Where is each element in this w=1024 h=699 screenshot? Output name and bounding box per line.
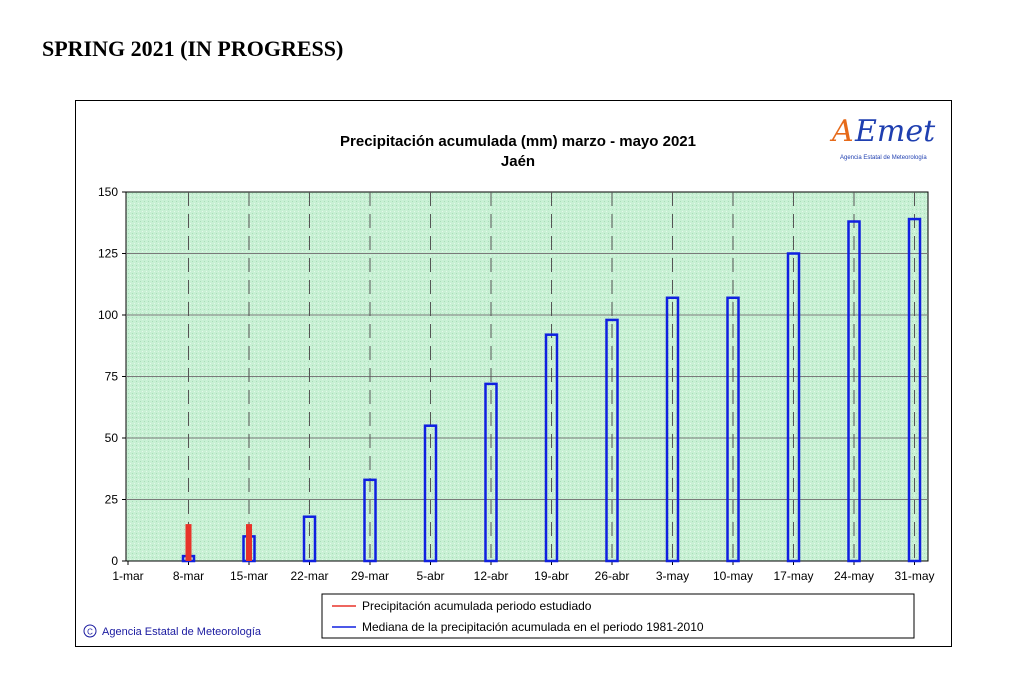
vertical-gridlines [127,192,915,565]
horizontal-gridlines [122,191,928,562]
logo-subtitle: Agencia Estatal de Meteorología [840,155,927,161]
x-tick-label: 24-may [834,569,874,583]
legend-label-studied: Precipitación acumulada periodo estudiad… [362,599,592,613]
chart-subtitle: Jaén [501,153,535,170]
chart-title: Precipitación acumulada (mm) marzo - may… [340,133,696,150]
median-bar [363,478,377,563]
x-tick-label: 10-may [713,569,753,583]
median-bar [847,220,861,563]
x-tick-label: 3-may [656,569,689,583]
y-tick-label: 0 [111,554,118,568]
x-axis-tick-labels: 1-mar 8-mar 15-mar 22-mar 29-mar 5-abr 12-abr 1… [112,569,934,583]
median-bar [423,424,438,563]
median-bar [665,296,680,563]
studied-bar [185,524,192,561]
studied-bars [185,524,252,561]
median-bar [907,217,922,563]
legend-box [321,593,915,639]
x-tick-label: 29-mar [351,569,389,583]
y-tick-label: 125 [98,247,118,261]
legend-label-median: Mediana de la precipitación acumulada en… [362,620,704,634]
copyright-icon-glyph: C [87,628,93,637]
median-bar [544,333,559,563]
precipitation-chart: Precipitación acumulada (mm) marzo - may… [83,114,936,639]
median-bars [181,217,922,563]
median-bar [484,382,498,563]
page-title: SPRING 2021 (IN PROGRESS) [42,36,344,61]
logo-letter-a: A [829,114,854,149]
logo-wordmark: Emet [854,114,936,149]
x-tick-label: 5-abr [416,569,444,583]
median-bar [786,252,801,563]
x-tick-label: 26-abr [595,569,630,583]
x-tick-label: 31-may [894,569,934,583]
median-bar [726,296,740,563]
x-tick-label: 12-abr [474,569,509,583]
legend: Precipitación acumulada periodo estudiad… [321,593,915,639]
copyright-icon [83,624,97,638]
footer-credit: Agencia Estatal de Meteorología [102,626,262,638]
studied-bar [246,524,252,561]
y-tick-label: 25 [105,493,119,507]
x-tick-label: 15-mar [230,569,268,583]
aemet-logo: A Emet Agencia Estatal de Meteorología [829,114,936,161]
y-tick-label: 150 [98,185,118,199]
x-tick-label: 17-may [773,569,813,583]
y-tick-label: 75 [105,370,119,384]
x-tick-label: 1-mar [112,569,143,583]
x-tick-label: 22-mar [290,569,328,583]
x-tick-label: 19-abr [534,569,569,583]
median-bar [605,318,619,563]
chart-frame: Precipitación acumulada (mm) marzo - may… [75,100,952,647]
footer: C Agencia Estatal de Meteorología [83,624,262,638]
x-tick-label: 8-mar [173,569,204,583]
y-axis-tick-labels: 0 25 50 75 100 125 150 [98,185,118,568]
y-tick-label: 100 [98,308,118,322]
median-bar [302,515,317,563]
y-tick-label: 50 [105,431,119,445]
